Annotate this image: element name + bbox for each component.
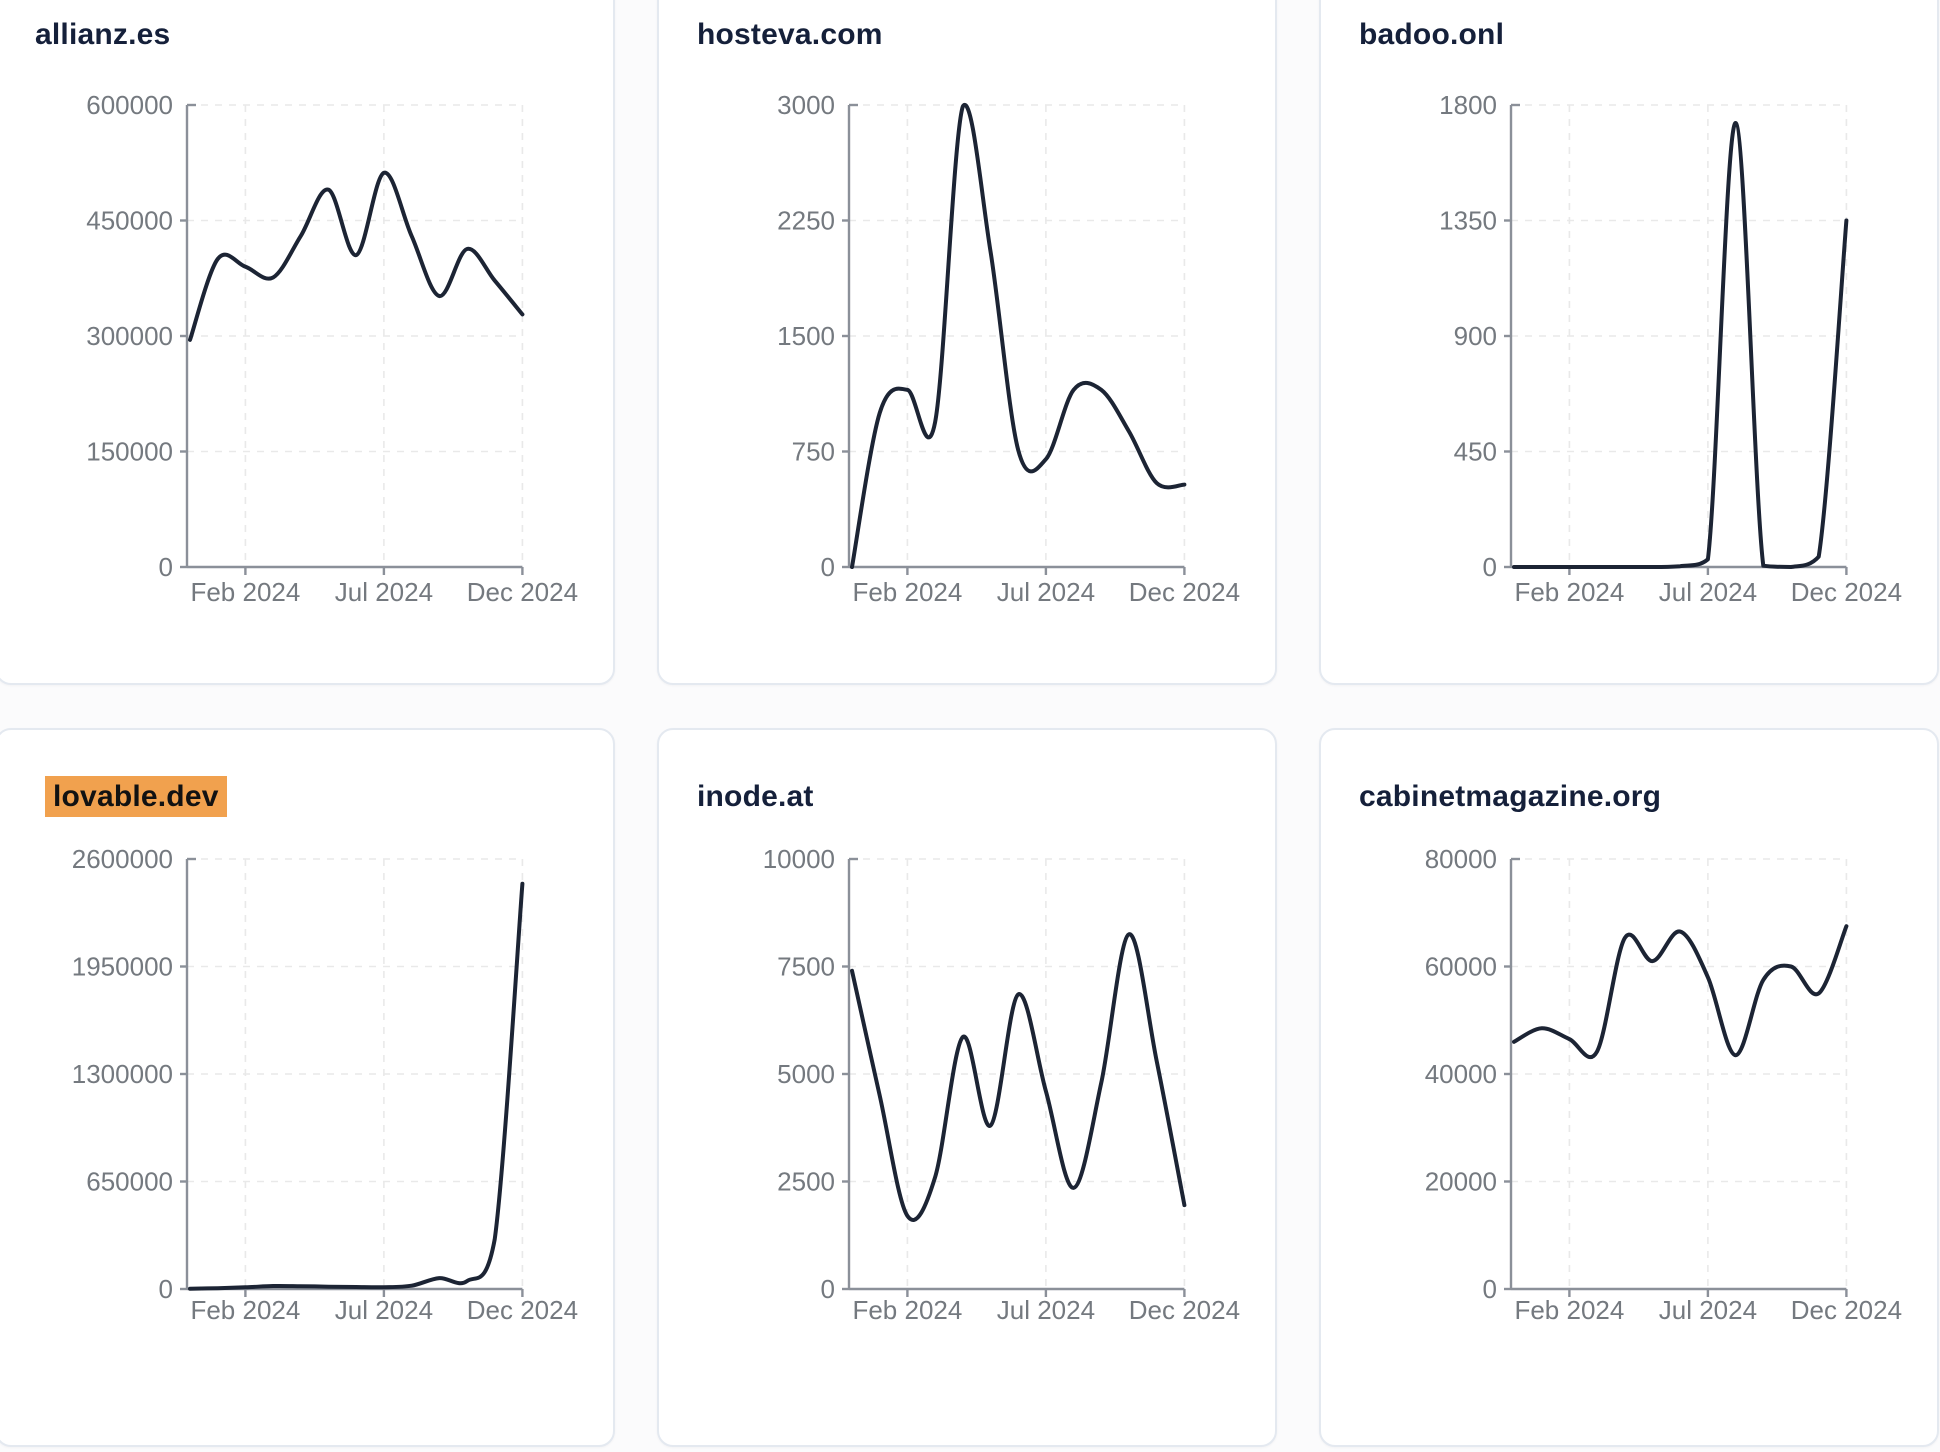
- y-tick-label: 0: [1483, 552, 1497, 582]
- series-path: [1512, 924, 1849, 1060]
- domain-card-badoo[interactable]: badoo.onl 0 450 900 1350 1800 Feb 2024 Jul 202…: [1319, 0, 1939, 685]
- traffic-line-chart: 0 150000 300000 450000 600000 Feb 2024 Jul 202…: [86, 90, 578, 607]
- series-path: [850, 102, 1187, 569]
- domain-title-text: cabinetmagazine.org: [1359, 780, 1662, 813]
- series-path: [1512, 120, 1849, 569]
- x-tick-label: Feb 2024: [1514, 1295, 1624, 1325]
- x-tick-label: Jul 2024: [997, 1295, 1095, 1325]
- domain-card-hosteva[interactable]: hosteva.com 0 750 1500 2250 3000 Feb 2024 Jul …: [657, 0, 1277, 685]
- y-tick-label: 2250: [777, 206, 835, 236]
- domain-title-text: allianz.es: [35, 18, 171, 51]
- domain-title: lovable.dev: [35, 776, 227, 817]
- y-tick-label: 1300000: [72, 1059, 173, 1089]
- series-path: [850, 932, 1187, 1222]
- x-tick-label: Feb 2024: [852, 1295, 962, 1325]
- x-tick-label: Dec 2024: [1791, 1295, 1902, 1325]
- series-path: [188, 881, 525, 1291]
- x-tick-label: Feb 2024: [190, 577, 300, 607]
- y-tick-label: 80000: [1425, 844, 1497, 874]
- x-tick-label: Dec 2024: [1129, 1295, 1240, 1325]
- domain-title-text: hosteva.com: [697, 18, 883, 51]
- traffic-line-chart: 0 20000 40000 60000 80000 Feb 2024 Jul 2024 Dec…: [1425, 844, 1902, 1325]
- y-tick-label: 650000: [86, 1167, 173, 1197]
- y-tick-label: 40000: [1425, 1059, 1497, 1089]
- x-tick-label: Dec 2024: [467, 1295, 578, 1325]
- domain-title-text: inode.at: [697, 780, 814, 813]
- x-tick-label: Jul 2024: [997, 577, 1095, 607]
- domain-title: badoo.onl: [1359, 18, 1504, 52]
- y-tick-label: 0: [821, 552, 835, 582]
- y-tick-label: 0: [159, 552, 173, 582]
- x-tick-label: Dec 2024: [1129, 577, 1240, 607]
- y-tick-label: 20000: [1425, 1167, 1497, 1197]
- y-tick-label: 0: [159, 1274, 173, 1304]
- y-tick-label: 7500: [777, 952, 835, 982]
- y-tick-label: 1950000: [72, 952, 173, 982]
- domain-title-text-highlighted: lovable.dev: [45, 776, 227, 817]
- y-tick-label: 150000: [86, 437, 173, 467]
- y-tick-label: 5000: [777, 1059, 835, 1089]
- y-tick-label: 0: [1483, 1274, 1497, 1304]
- x-tick-label: Dec 2024: [467, 577, 578, 607]
- x-tick-label: Dec 2024: [1791, 577, 1902, 607]
- x-tick-label: Jul 2024: [1659, 577, 1757, 607]
- y-tick-label: 2600000: [72, 844, 173, 874]
- y-tick-label: 900: [1454, 321, 1497, 351]
- y-tick-label: 60000: [1425, 952, 1497, 982]
- y-tick-label: 0: [821, 1274, 835, 1304]
- domain-card-cabinetmagazine[interactable]: cabinetmagazine.org 0 20000 40000 60000 8000…: [1319, 728, 1939, 1447]
- domain-card-allianz[interactable]: allianz.es 0 150000 300000 450000 600000 Feb …: [0, 0, 615, 685]
- traffic-line-chart: 0 2500 5000 7500 10000 Feb 2024 Jul 2024 Dec 20…: [763, 844, 1240, 1325]
- y-tick-label: 300000: [86, 321, 173, 351]
- x-tick-label: Feb 2024: [190, 1295, 300, 1325]
- series-path: [188, 170, 525, 342]
- y-tick-label: 1350: [1439, 206, 1497, 236]
- y-tick-label: 750: [792, 437, 835, 467]
- y-tick-label: 1800: [1439, 90, 1497, 120]
- traffic-line-chart: 0 750 1500 2250 3000 Feb 2024 Jul 2024 Dec 2024: [777, 90, 1240, 607]
- y-tick-label: 2500: [777, 1167, 835, 1197]
- y-tick-label: 3000: [777, 90, 835, 120]
- traffic-line-chart: 0 450 900 1350 1800 Feb 2024 Jul 2024 Dec 2024: [1439, 90, 1902, 607]
- y-tick-label: 450000: [86, 206, 173, 236]
- domain-card-inode[interactable]: inode.at 0 2500 5000 7500 10000 Feb 2024 Jul 2…: [657, 728, 1277, 1447]
- domain-title: allianz.es: [35, 18, 170, 52]
- y-tick-label: 10000: [763, 844, 835, 874]
- x-tick-label: Jul 2024: [1659, 1295, 1757, 1325]
- domain-title: hosteva.com: [697, 18, 883, 52]
- x-tick-label: Feb 2024: [852, 577, 962, 607]
- domain-title-text: badoo.onl: [1359, 18, 1505, 51]
- y-tick-label: 600000: [86, 90, 173, 120]
- x-tick-label: Jul 2024: [335, 577, 433, 607]
- x-tick-label: Jul 2024: [335, 1295, 433, 1325]
- y-tick-label: 450: [1454, 437, 1497, 467]
- domain-title: cabinetmagazine.org: [1359, 780, 1661, 814]
- domain-card-lovable[interactable]: lovable.dev 0 650000 1300000 1950000 2600000…: [0, 728, 615, 1447]
- traffic-line-chart: 0 650000 1300000 1950000 2600000 Feb 2024 Jul …: [72, 844, 578, 1325]
- y-tick-label: 1500: [777, 321, 835, 351]
- domain-title: inode.at: [697, 780, 814, 814]
- x-tick-label: Feb 2024: [1514, 577, 1624, 607]
